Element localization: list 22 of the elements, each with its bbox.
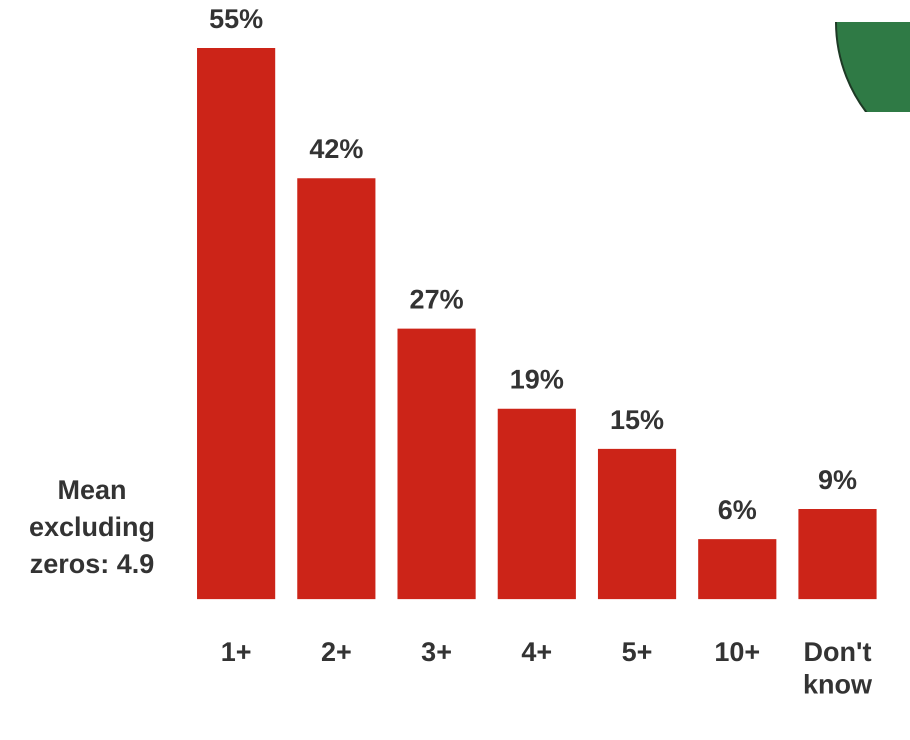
x-tick-label: 4+ [521, 636, 552, 667]
data-label: 27% [410, 284, 464, 315]
x-tick-label: 1+ [220, 636, 252, 667]
x-tick-label: Don't know [802, 636, 873, 700]
data-label: 19% [510, 364, 564, 395]
bar [498, 408, 576, 600]
data-label: 42% [309, 134, 364, 164]
bar [397, 328, 476, 600]
data-label: 55% [209, 4, 264, 34]
bar [297, 178, 376, 600]
data-label: 9% [818, 464, 858, 495]
data-label: 15% [610, 404, 664, 435]
x-tick-label: 2+ [320, 636, 352, 667]
bar [598, 448, 676, 600]
x-tick-label: 5+ [622, 636, 652, 667]
text: Mean excluding zeros: 4.9 [28, 474, 156, 581]
x-tick-label: 10+ [714, 636, 760, 667]
bar [798, 509, 877, 600]
bar [698, 539, 776, 600]
bar [197, 48, 276, 600]
x-tick-label: 3+ [421, 636, 452, 667]
data-label: 6% [718, 495, 757, 526]
